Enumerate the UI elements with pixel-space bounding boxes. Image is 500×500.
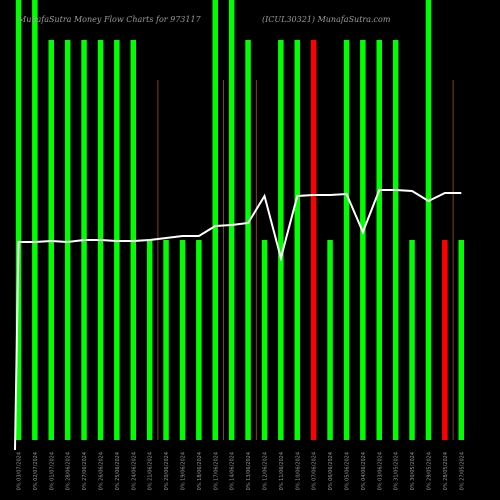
x-tick-label: 0% 02/07/2024	[33, 452, 39, 490]
volume-bar	[409, 240, 415, 440]
x-tick-label: 0% 25/06/2024	[115, 452, 121, 490]
x-tick-label: 0% 19/06/2024	[181, 452, 187, 490]
volume-bar	[245, 40, 251, 440]
volume-bar	[425, 0, 432, 440]
x-tick-label: 0% 27/05/2024	[459, 452, 465, 490]
x-tick-label: 0% 24/06/2024	[131, 452, 137, 490]
volume-bar	[48, 40, 54, 440]
volume-bar	[179, 240, 186, 440]
x-tick-label: 0% 20/06/2024	[164, 452, 170, 490]
x-tick-label: 0% 26/06/2024	[99, 452, 105, 490]
volume-bar	[278, 40, 284, 440]
x-tick-label: 0% 21/06/2024	[148, 452, 154, 490]
volume-bar	[261, 240, 268, 440]
volume-bar	[228, 0, 235, 440]
volume-bar	[196, 240, 202, 440]
volume-bar	[212, 0, 218, 440]
x-tick-label: 0% 07/06/2024	[312, 452, 318, 490]
volume-bar	[32, 0, 38, 440]
chart-title-left: MunafaSutra Money Flow Charts for 973117	[17, 15, 202, 24]
volume-bar	[392, 40, 399, 440]
x-tick-label: 0% 28/06/2024	[66, 452, 72, 490]
x-tick-labels: 0% 03/07/2024 0% 02/07/2024 0% 01/07/2024 0…	[17, 452, 466, 490]
volume-bar	[310, 40, 317, 440]
x-tick-label: 0% 28/05/2024	[443, 452, 449, 490]
volume-bar	[146, 240, 153, 440]
x-tick-label: 0% 18/06/2024	[197, 452, 203, 490]
volume-bar	[327, 240, 333, 440]
x-tick-label: 0% 01/07/2024	[49, 452, 55, 490]
volume-bar	[360, 40, 366, 440]
x-tick-label: 0% 03/06/2024	[377, 452, 383, 490]
volume-bar	[343, 40, 350, 440]
volume-bar	[163, 240, 169, 440]
volume-bar	[15, 0, 22, 440]
volume-bar	[442, 240, 448, 440]
x-tick-label: 0% 14/06/2024	[230, 452, 236, 490]
x-tick-label: 0% 29/05/2024	[427, 452, 433, 490]
x-tick-label: 0% 31/05/2024	[394, 452, 400, 490]
x-tick-label: 0% 27/06/2024	[82, 452, 88, 490]
volume-bar	[64, 40, 71, 440]
volume-bar	[376, 40, 382, 440]
x-tick-label: 0% 06/06/2024	[328, 452, 334, 490]
x-tick-label: 0% 04/06/2024	[361, 452, 367, 490]
x-tick-label: 0% 30/05/2024	[410, 452, 416, 490]
volume-bar	[294, 40, 300, 440]
chart-title-right: (ICUL30321) MunafaSutra.com	[262, 15, 391, 24]
x-tick-label: 0% 13/06/2024	[246, 452, 252, 490]
x-tick-label: 0% 10/06/2024	[295, 452, 301, 490]
price-line	[14, 189, 462, 451]
divider-lines	[157, 80, 454, 440]
x-tick-label: 0% 03/07/2024	[17, 452, 23, 490]
x-tick-label: 0% 12/06/2024	[263, 452, 269, 490]
x-tick-label: 0% 17/06/2024	[213, 452, 219, 490]
volume-bar	[458, 240, 464, 440]
x-tick-label: 0% 05/06/2024	[345, 452, 351, 490]
x-tick-label: 0% 11/06/2024	[279, 452, 285, 490]
